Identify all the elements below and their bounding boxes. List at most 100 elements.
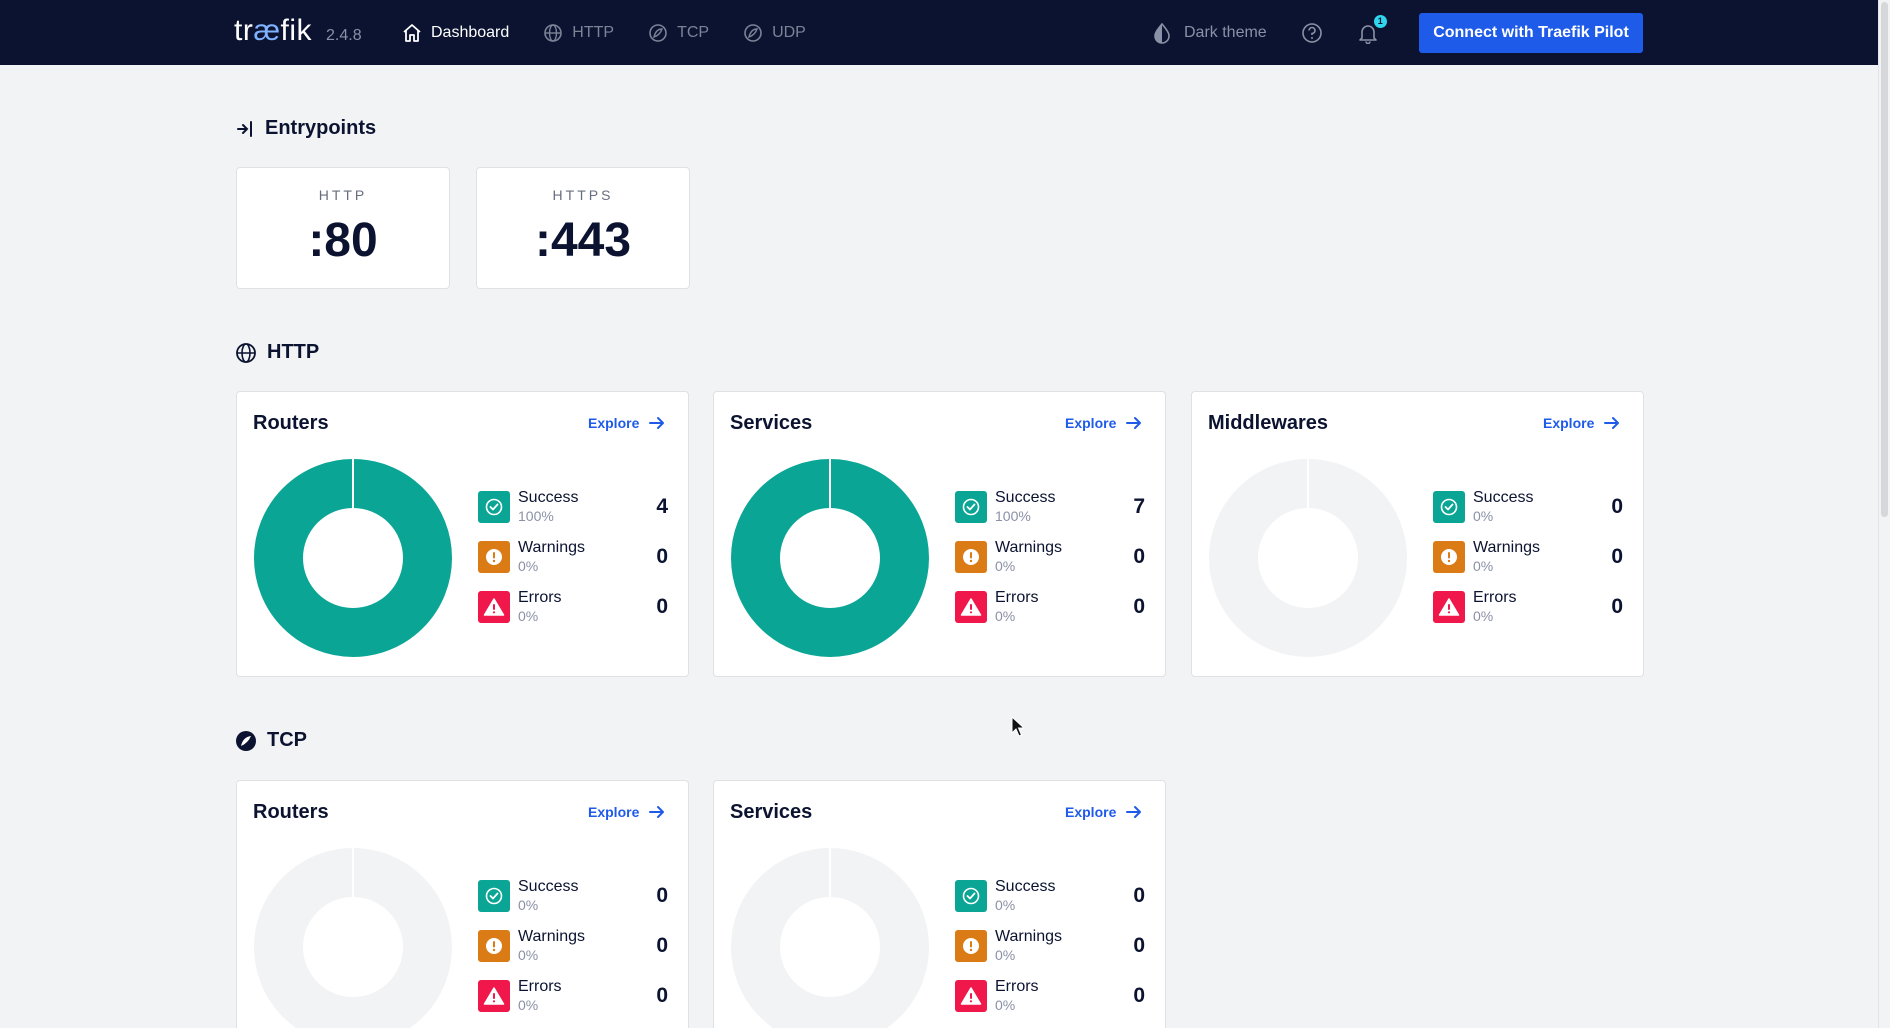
status-donut-chart — [731, 847, 929, 1028]
warnings-badge — [955, 930, 987, 962]
stat-row-errors: Errors 0% 0 — [955, 589, 1145, 625]
nav-udp[interactable]: UDP — [743, 23, 806, 43]
card-title: Routers — [253, 412, 329, 434]
check-circle-icon — [962, 887, 980, 905]
warning-triangle-icon — [483, 987, 505, 1005]
nav-http[interactable]: HTTP — [543, 23, 614, 43]
stat-row-success: Success 100% 7 — [955, 489, 1145, 525]
notification-count-badge: 1 — [1373, 14, 1387, 28]
stat-label: Success — [518, 878, 579, 895]
stat-label: Warnings — [1473, 539, 1540, 556]
entrypoint-card-https: HTTPS :443 — [476, 167, 690, 289]
errors-badge — [955, 980, 987, 1012]
scrollbar-thumb[interactable] — [1881, 2, 1888, 517]
nav-http-label: HTTP — [572, 23, 615, 41]
explore-link[interactable]: Explore — [588, 804, 666, 820]
notifications-button[interactable]: 1 — [1357, 14, 1387, 44]
status-donut-chart — [254, 458, 452, 657]
arrow-right-icon — [1604, 417, 1620, 429]
stat-percent: 0% — [1473, 508, 1494, 524]
vertical-scrollbar[interactable] — [1878, 0, 1890, 1028]
explore-label: Explore — [1543, 415, 1595, 431]
stat-label: Warnings — [518, 928, 585, 945]
stat-row-warnings: Warnings 0% 0 — [478, 539, 668, 575]
stat-percent: 0% — [995, 897, 1016, 913]
explore-link[interactable]: Explore — [1543, 415, 1621, 431]
status-donut-chart — [254, 847, 452, 1028]
stat-row-warnings: Warnings 0% 0 — [955, 928, 1145, 964]
stat-label: Success — [1473, 489, 1534, 506]
sign-in-icon — [237, 120, 252, 137]
warnings-badge — [478, 541, 510, 573]
warning-triangle-icon — [960, 598, 982, 616]
stat-label: Success — [995, 878, 1056, 895]
stat-count: 0 — [1133, 984, 1145, 1007]
stat-count: 0 — [1611, 545, 1623, 568]
entrypoint-name: HTTP — [318, 187, 368, 203]
warnings-badge — [1433, 541, 1465, 573]
stat-row-errors: Errors 0% 0 — [1433, 589, 1623, 625]
main-nav: Dashboard HTTP TCP UDP — [402, 0, 840, 65]
stat-percent: 0% — [995, 997, 1016, 1013]
stat-count: 0 — [1133, 884, 1145, 907]
entrypoint-port: :443 — [534, 214, 632, 267]
stat-percent: 0% — [518, 897, 539, 913]
check-circle-icon — [485, 887, 503, 905]
stat-label: Warnings — [995, 539, 1062, 556]
help-icon — [1301, 22, 1322, 43]
connect-pilot-button[interactable]: Connect with Traefik Pilot — [1419, 13, 1643, 53]
stat-percent: 0% — [1473, 608, 1494, 624]
http-services-card: Services Explore Success 100% 7 Warnings 0% 0 Er… — [713, 391, 1166, 677]
stat-label: Warnings — [518, 539, 585, 556]
arrow-right-icon — [1126, 417, 1142, 429]
stat-label: Errors — [995, 978, 1039, 995]
stat-label: Errors — [1473, 589, 1517, 606]
tcp-routers-card: Routers Explore Success 0% 0 Warnings 0% 0 Error… — [236, 780, 689, 1028]
errors-badge — [478, 980, 510, 1012]
explore-link[interactable]: Explore — [588, 415, 666, 431]
nav-dashboard[interactable]: Dashboard — [402, 23, 509, 43]
stat-percent: 0% — [995, 947, 1016, 963]
stat-row-errors: Errors 0% 0 — [478, 589, 668, 625]
stat-row-warnings: Warnings 0% 0 — [955, 539, 1145, 575]
stat-count: 0 — [656, 984, 668, 1007]
stat-count: 0 — [1133, 545, 1145, 568]
stat-row-success: Success 0% 0 — [1433, 489, 1623, 525]
tcp-section-title: TCP — [235, 729, 307, 752]
top-navbar: træfik 2.4.8 Dashboard HTTP TCP UDP Dark… — [0, 0, 1878, 65]
status-donut-chart — [731, 458, 929, 657]
stat-count: 7 — [1133, 495, 1145, 518]
stat-count: 0 — [1133, 595, 1145, 618]
exclamation-circle-icon — [963, 549, 979, 565]
entrypoints-title: Entrypoints — [235, 117, 376, 140]
stat-count: 0 — [656, 884, 668, 907]
stat-count: 0 — [656, 934, 668, 957]
stat-label: Success — [995, 489, 1056, 506]
nav-tcp-label: TCP — [677, 23, 710, 41]
traefik-logo[interactable]: træfik 2.4.8 — [234, 14, 362, 48]
dark-theme-toggle[interactable]: Dark theme — [1152, 22, 1267, 44]
nav-tcp[interactable]: TCP — [648, 23, 709, 43]
errors-badge — [478, 591, 510, 623]
explore-link[interactable]: Explore — [1065, 415, 1143, 431]
check-circle-icon — [1440, 498, 1458, 516]
card-title: Middlewares — [1208, 412, 1329, 434]
stat-row-success: Success 0% 0 — [955, 878, 1145, 914]
help-button[interactable] — [1301, 22, 1323, 44]
errors-badge — [1433, 591, 1465, 623]
success-badge — [1433, 491, 1465, 523]
stat-percent: 100% — [995, 508, 1031, 524]
check-circle-icon — [485, 498, 503, 516]
stat-label: Errors — [518, 589, 562, 606]
explore-link[interactable]: Explore — [1065, 804, 1143, 820]
arrow-right-icon — [649, 417, 665, 429]
http-section-title: HTTP — [235, 341, 319, 364]
stat-percent: 0% — [518, 608, 539, 624]
globe-icon — [236, 342, 256, 363]
stat-percent: 0% — [995, 558, 1016, 574]
success-badge — [955, 491, 987, 523]
tcp-icon — [649, 23, 667, 42]
stat-label: Success — [518, 489, 579, 506]
stat-count: 0 — [1611, 495, 1623, 518]
tcp-icon — [236, 730, 256, 751]
